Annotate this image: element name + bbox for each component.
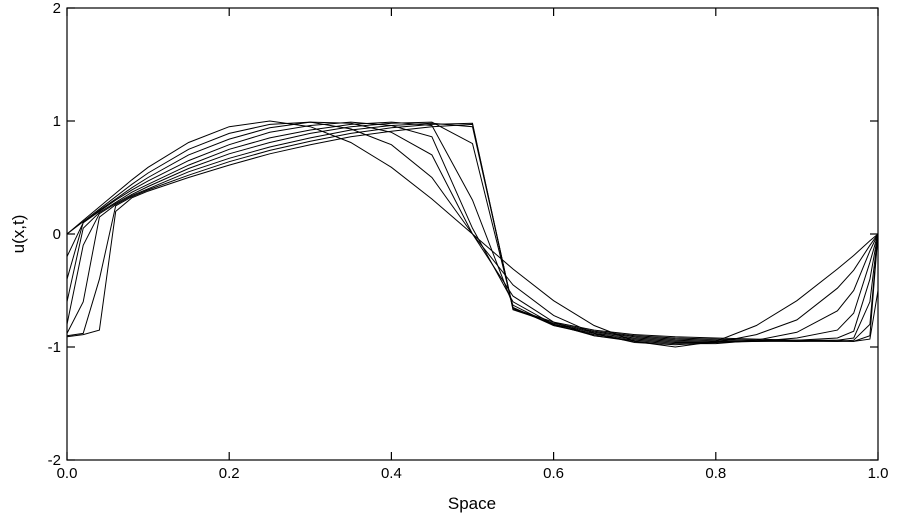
- y-tick-label: 2: [53, 0, 61, 17]
- y-axis-title: u(x,t): [9, 215, 28, 254]
- axis-ticks: [66, 7, 879, 461]
- x-tick-label: 0.4: [381, 465, 402, 482]
- y-tick-label: 0: [53, 226, 61, 243]
- series-line-2: [66, 121, 879, 346]
- y-tick-label: 1: [53, 113, 61, 130]
- x-tick-label: 0.0: [57, 465, 78, 482]
- series-line-3: [66, 121, 879, 345]
- x-tick-label: 0.6: [543, 465, 564, 482]
- x-tick-label: 1.0: [868, 465, 889, 482]
- series-line-1: [66, 120, 879, 348]
- series-line-4: [66, 121, 879, 343]
- y-tick-label: -1: [48, 339, 61, 356]
- x-tick-label: 0.2: [219, 465, 240, 482]
- x-tick-label: 0.8: [705, 465, 726, 482]
- series-line-7: [66, 122, 879, 342]
- tick-labels: 0.0 0.2 0.4 0.6 0.8 1.0 -2 -1 0 1 2: [48, 0, 889, 482]
- y-tick-label: -2: [48, 452, 61, 469]
- series-lines: [66, 120, 879, 348]
- series-line-9: [66, 123, 879, 342]
- series-line-8: [66, 122, 879, 342]
- x-axis-title: Space: [448, 494, 496, 513]
